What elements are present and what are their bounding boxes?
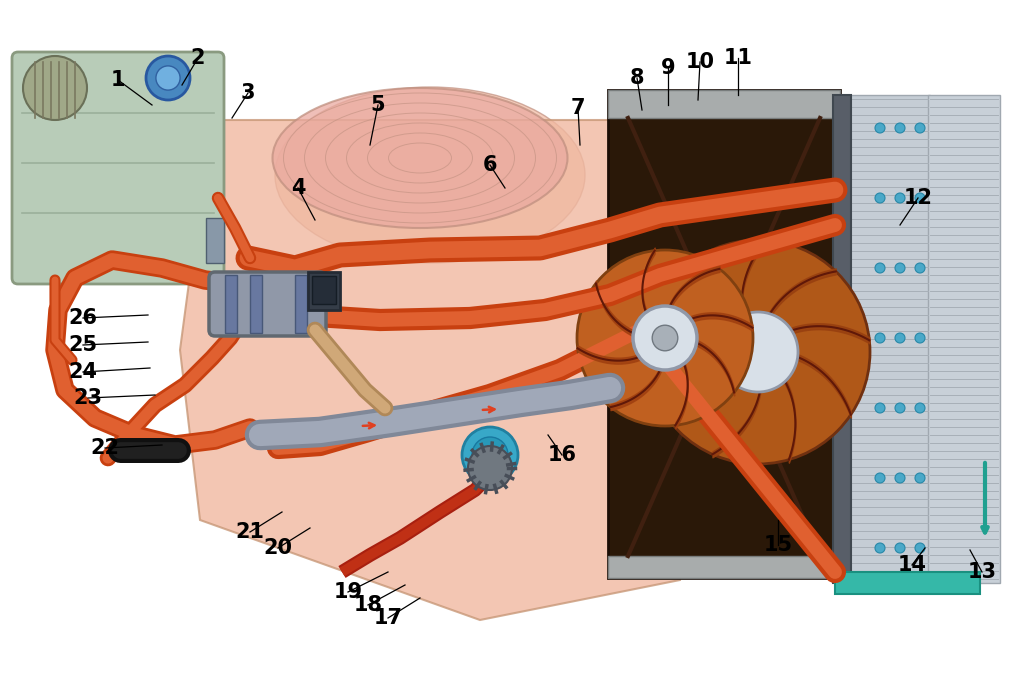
Circle shape bbox=[915, 403, 925, 413]
Text: 18: 18 bbox=[353, 595, 383, 615]
Circle shape bbox=[468, 446, 512, 490]
Text: 9: 9 bbox=[660, 58, 675, 78]
Circle shape bbox=[915, 543, 925, 553]
Text: 21: 21 bbox=[236, 522, 264, 542]
Text: 6: 6 bbox=[482, 155, 498, 175]
Circle shape bbox=[895, 543, 905, 553]
Circle shape bbox=[895, 193, 905, 203]
Text: 25: 25 bbox=[69, 335, 97, 355]
Bar bbox=[848, 95, 930, 583]
Bar bbox=[608, 90, 840, 578]
Ellipse shape bbox=[275, 87, 585, 263]
Circle shape bbox=[915, 193, 925, 203]
Bar bbox=[608, 556, 840, 578]
Text: 20: 20 bbox=[263, 538, 293, 558]
Circle shape bbox=[874, 263, 885, 273]
Bar bbox=[206, 218, 224, 263]
Circle shape bbox=[874, 543, 885, 553]
Text: 19: 19 bbox=[334, 582, 362, 602]
Circle shape bbox=[915, 333, 925, 343]
Text: 11: 11 bbox=[724, 48, 753, 68]
Polygon shape bbox=[180, 120, 700, 620]
Circle shape bbox=[895, 263, 905, 273]
Circle shape bbox=[915, 263, 925, 273]
Text: 22: 22 bbox=[90, 438, 120, 458]
Ellipse shape bbox=[272, 88, 567, 228]
Bar bbox=[928, 95, 1000, 583]
Circle shape bbox=[462, 427, 518, 483]
Text: 12: 12 bbox=[903, 188, 933, 208]
Text: 4: 4 bbox=[291, 178, 305, 198]
Circle shape bbox=[874, 333, 885, 343]
Text: 5: 5 bbox=[371, 95, 385, 115]
Circle shape bbox=[718, 312, 798, 392]
Text: 16: 16 bbox=[548, 445, 577, 465]
Circle shape bbox=[156, 66, 180, 90]
Circle shape bbox=[874, 123, 885, 133]
Bar bbox=[835, 572, 980, 594]
Text: 8: 8 bbox=[630, 68, 644, 88]
Circle shape bbox=[652, 325, 678, 351]
Bar bbox=[225, 275, 237, 333]
Text: 7: 7 bbox=[570, 98, 586, 118]
Text: 15: 15 bbox=[764, 535, 793, 555]
Circle shape bbox=[895, 473, 905, 483]
Circle shape bbox=[874, 473, 885, 483]
Circle shape bbox=[874, 403, 885, 413]
Circle shape bbox=[633, 306, 697, 370]
Bar bbox=[833, 95, 851, 583]
Circle shape bbox=[146, 56, 190, 100]
FancyBboxPatch shape bbox=[12, 52, 224, 284]
Text: 10: 10 bbox=[685, 52, 715, 72]
Text: 17: 17 bbox=[374, 608, 402, 628]
Bar bbox=[308, 272, 340, 310]
Circle shape bbox=[23, 56, 87, 120]
Text: 24: 24 bbox=[69, 362, 97, 382]
Text: 14: 14 bbox=[897, 555, 927, 575]
Circle shape bbox=[895, 123, 905, 133]
Circle shape bbox=[915, 123, 925, 133]
Text: 3: 3 bbox=[241, 83, 255, 103]
Bar bbox=[312, 276, 336, 304]
Circle shape bbox=[874, 193, 885, 203]
Circle shape bbox=[895, 403, 905, 413]
Bar bbox=[250, 275, 262, 333]
Text: 1: 1 bbox=[111, 70, 125, 90]
Circle shape bbox=[472, 437, 508, 473]
Circle shape bbox=[577, 250, 753, 426]
Bar bbox=[608, 90, 840, 118]
Text: 23: 23 bbox=[74, 388, 102, 408]
Bar bbox=[295, 275, 307, 333]
Text: 2: 2 bbox=[190, 48, 205, 68]
Circle shape bbox=[895, 333, 905, 343]
Text: 26: 26 bbox=[69, 308, 97, 328]
Circle shape bbox=[915, 473, 925, 483]
Circle shape bbox=[646, 240, 870, 464]
Text: 13: 13 bbox=[968, 562, 996, 582]
FancyBboxPatch shape bbox=[209, 272, 326, 336]
